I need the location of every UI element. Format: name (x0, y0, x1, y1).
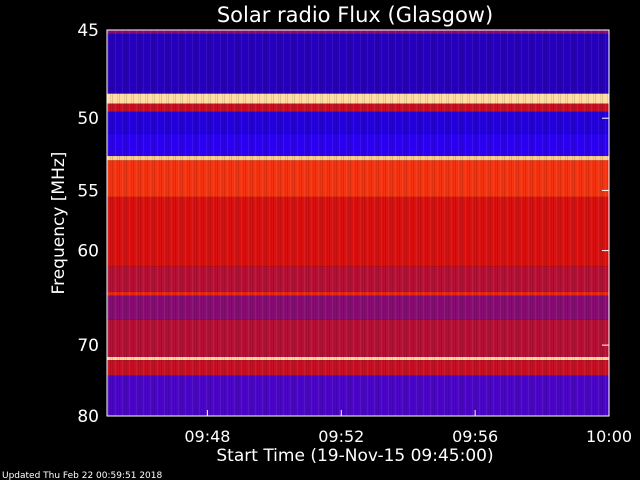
x-tick-label: 09:52 (318, 427, 364, 446)
streak-texture (107, 30, 609, 416)
plot-frame (106, 29, 610, 417)
y-tick-label: 45 (77, 21, 99, 41)
y-tick-label: 70 (77, 336, 99, 356)
y-axis-label: Frequency [MHz] (49, 152, 69, 295)
updated-timestamp: Updated Thu Feb 22 00:59:51 2018 (2, 471, 163, 480)
x-axis-label: Start Time (19-Nov-15 09:45:00) (216, 446, 493, 466)
x-axis-ticks: 09:48 09:52 09:56 10:00 (184, 410, 632, 446)
y-tick-label: 80 (77, 407, 99, 427)
y-tick-label: 60 (77, 242, 99, 262)
x-tick-label: 09:56 (452, 427, 498, 446)
x-tick-label: 09:48 (184, 427, 230, 446)
chart-title: Solar radio Flux (Glasgow) (217, 3, 493, 27)
y-tick-label: 50 (77, 109, 99, 129)
y-axis-ticks: 45 50 55 60 70 80 (77, 21, 609, 427)
y-tick-label: 55 (77, 181, 99, 201)
x-tick-label: 10:00 (586, 427, 632, 446)
